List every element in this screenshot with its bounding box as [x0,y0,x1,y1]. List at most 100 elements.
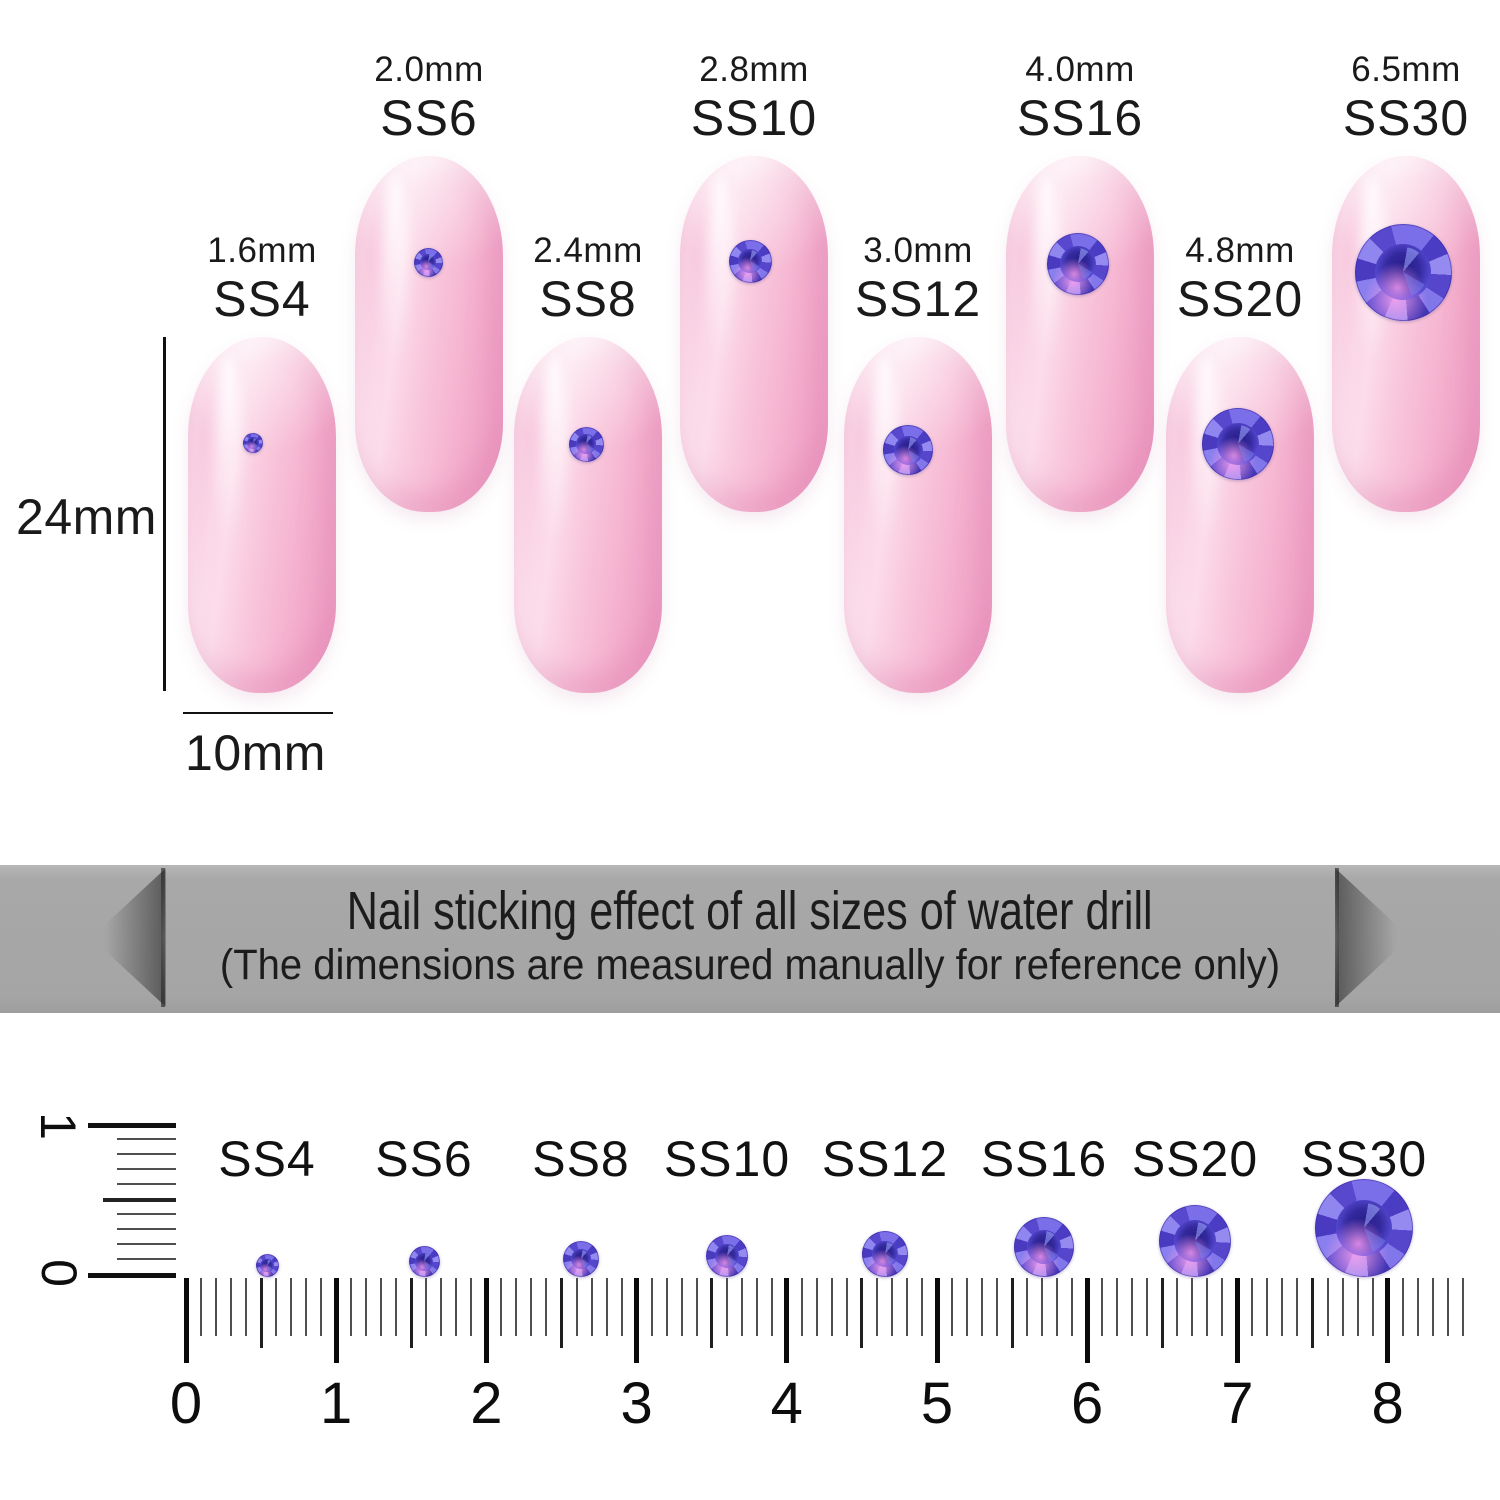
ruler-mm-tick [620,1278,623,1336]
gem-ss-code: SS8 [532,1131,630,1187]
ruler-mm-tick [1176,1278,1179,1336]
ruler-mm-tick [380,1278,383,1336]
horizontal-ruler: 0 1 2 3 4 5 6 7 8 [0,1270,1500,1440]
ruler-mm-tick [1296,1278,1299,1336]
ruler-half-cm-tick [710,1278,714,1348]
ruler-mm-tick [981,1278,984,1336]
rhinestone-on-nail [728,239,772,283]
rhinestone-on-nail [413,247,443,277]
rhinestone-on-ruler [1014,1217,1074,1277]
ruler-number: 7 [1221,1371,1254,1436]
ruler-mm-tick [1026,1278,1029,1336]
banner-title: Nail sticking effect of all sizes of wat… [347,881,1153,941]
ruler-mm-tick [470,1278,473,1336]
rhinestone-on-nail [1354,223,1452,321]
ruler-mm-tick [996,1278,999,1336]
rhinestone-on-ruler [408,1246,440,1277]
gem-ss-code: SS4 [213,271,311,327]
gem-diameter-mm: 2.4mm [533,231,643,270]
vertical-ruler-tick [88,1273,176,1278]
ruler-mm-tick [890,1278,893,1336]
ribbon-edge-left [161,868,165,1007]
gem-diameter-mm: 6.5mm [1351,50,1461,89]
ruler-mm-tick [665,1278,668,1336]
ruler-mm-tick [605,1278,608,1336]
ruler-mm-tick [1101,1278,1104,1336]
ruler-number: 5 [920,1371,954,1436]
nail-tip [355,156,503,512]
ruler-mm-tick [1251,1278,1254,1336]
vertical-ruler-tick [117,1228,176,1230]
gem-ss-code: SS10 [690,90,818,146]
ruler-mm-tick [320,1278,323,1336]
height-dimension-line [163,337,166,691]
ruler-mm-tick [1071,1278,1074,1336]
gem-ss-code: SS6 [375,1131,473,1187]
ruler-mm-tick [800,1278,803,1336]
ruler-mm-tick [680,1278,683,1336]
nail-width-label: 10mm [185,725,326,781]
rhinestone-on-nail [1047,233,1109,295]
ruler-mm-tick [290,1278,293,1336]
rhinestone-on-ruler [563,1241,599,1277]
gem-ss-code: SS8 [539,271,637,327]
ruler-mm-tick [966,1278,969,1336]
rhinestone-on-nail [568,426,604,462]
gem-diameter-mm: 2.8mm [699,50,809,89]
rhinestone-on-ruler [862,1231,908,1277]
nail-size-label: 2.0mm SS6 [309,52,549,143]
ruler-mm-tick [545,1278,548,1336]
vertical-ruler-tick [117,1258,176,1260]
gem-ss-code: SS20 [1131,1131,1259,1187]
ruler-mm-tick [1416,1278,1419,1336]
ribbon-edge-right [1335,868,1339,1007]
gem-ss-code: SS6 [380,90,478,146]
ruler-mm-tick [215,1278,218,1336]
ruler-mm-tick [770,1278,773,1336]
gem-ss-code: SS4 [218,1131,316,1187]
ruler-mm-tick [200,1278,203,1336]
nail-height-label: 24mm [16,489,157,545]
nail-tip [1166,337,1314,693]
vertical-ruler-tick [117,1183,176,1185]
ruler-mm-tick [425,1278,428,1336]
vertical-ruler-tick [117,1213,176,1215]
ruler-number: 6 [1071,1371,1104,1436]
ruler-number: 2 [470,1371,503,1436]
ruler-half-cm-tick [1010,1278,1014,1348]
ruler-cm-tick [1084,1278,1090,1363]
gem-diameter-mm: 2.0mm [374,50,484,89]
ruler-mm-tick [920,1278,923,1336]
ruler-mm-tick [455,1278,458,1336]
vertical-ruler-tick [117,1153,176,1155]
nail-tip [680,156,828,512]
ruler-mm-tick [1461,1278,1464,1336]
vertical-ruler-tick [117,1138,176,1140]
ruler-mm-tick [1206,1278,1209,1336]
ruler-cm-tick [784,1278,790,1363]
rhinestone-on-nail [883,425,933,475]
ruler-mm-tick [740,1278,743,1336]
ruler-mm-tick [515,1278,518,1336]
ruler-mm-tick [650,1278,653,1336]
nail-size-label: 2.8mm SS10 [634,52,874,143]
width-dimension-line [183,712,333,714]
rhinestone-on-nail [243,433,263,453]
ruler-cm-tick [934,1278,940,1363]
ruler-mm-tick [1146,1278,1149,1336]
ruler-mm-tick [350,1278,353,1336]
ruler-mm-tick [1446,1278,1449,1336]
ruler-mm-tick [951,1278,954,1336]
ruler-mm-tick [1131,1278,1134,1336]
gem-ss-code: SS12 [821,1131,949,1187]
ruler-mm-tick [1371,1278,1374,1336]
ruler-mm-tick [305,1278,308,1336]
nail-tip [1006,156,1154,512]
ruler-mm-tick [1266,1278,1269,1336]
gem-diameter-mm: 4.8mm [1185,231,1295,270]
ruler-mm-tick [245,1278,248,1336]
ruler-mm-tick [815,1278,818,1336]
ruler-cm-tick [1385,1278,1391,1363]
gem-ss-code: SS12 [854,271,982,327]
vertical-ruler-tick [103,1198,176,1202]
